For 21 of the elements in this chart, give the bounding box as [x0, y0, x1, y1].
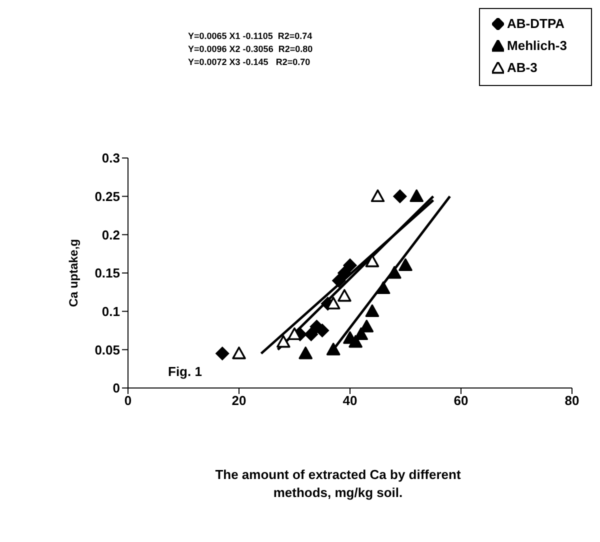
x-tick-label: 80	[564, 393, 580, 408]
text: Y=0.0096 X2 -0.3056 R2=0.80	[188, 43, 313, 56]
legend-label: AB-3	[507, 59, 538, 77]
annotation: Fig. 1	[168, 364, 202, 379]
y-tick-label: 0.25	[94, 188, 120, 204]
text: Y=0.0065 X1 -0.1105 R2=0.74	[188, 30, 313, 43]
x-tick-label: 20	[232, 393, 246, 408]
y-tick-label: 0	[112, 380, 120, 396]
y-tick-label: 0.3	[102, 150, 120, 166]
x-axis-title: The amount of extracted Ca by different methods, mg/kg soil.	[214, 466, 462, 502]
y-tick-label: 0.2	[102, 227, 120, 242]
legend-label: AB-DTPA	[507, 15, 565, 33]
y-tick-label: 0.05	[94, 342, 120, 358]
text: Y=0.0072 X3 -0.145 R2=0.70	[188, 56, 312, 69]
legend-label: Mehlich-3	[507, 37, 567, 55]
x-tick-label: 0	[124, 393, 132, 408]
y-tick-label: 0.1	[102, 304, 120, 319]
y-tick-label: 0.15	[94, 266, 120, 281]
y-axis-title: Ca uptake,g	[66, 238, 80, 308]
x-tick-label: 40	[342, 393, 358, 408]
x-tick-label: 60	[454, 393, 468, 408]
